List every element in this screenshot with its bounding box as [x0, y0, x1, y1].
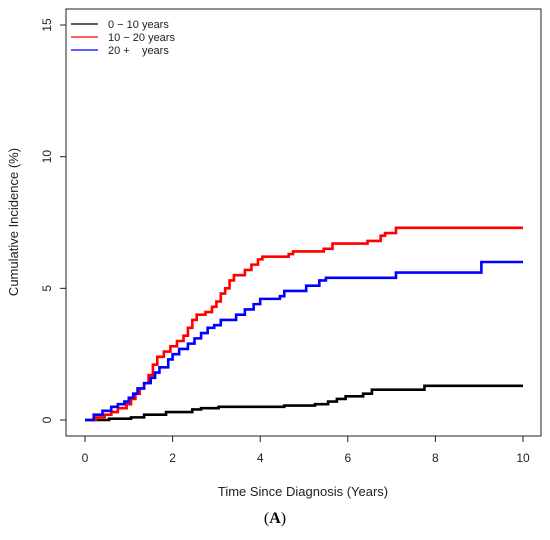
x-axis: 0 2 4 6 8 10 — [82, 435, 530, 465]
series-line-0 — [85, 384, 523, 422]
legend-label: 10 − 20 years — [108, 32, 175, 44]
y-tick-label: 0 — [40, 416, 54, 423]
y-tick-label: 15 — [40, 18, 54, 32]
y-tick-label: 5 — [40, 285, 54, 292]
panel-label: (A) — [263, 510, 287, 527]
series-line-2 — [85, 260, 523, 422]
plot-frame — [65, 8, 542, 437]
x-tick-label: 6 — [344, 451, 351, 465]
legend-label: 20 + years — [108, 45, 169, 57]
x-axis-title: Time Since Diagnosis (Years) — [218, 484, 388, 499]
x-tick-label: 2 — [169, 451, 176, 465]
cumulative-incidence-chart: 0 5 10 15 0 2 4 6 8 10 Time Since Diagnosis (Yea… — [6, 8, 542, 499]
series-line-1 — [85, 226, 523, 422]
x-tick-label: 0 — [82, 451, 89, 465]
legend-label: 0 − 10 years — [108, 19, 169, 31]
series-layer — [85, 226, 523, 422]
x-tick-label: 8 — [432, 451, 439, 465]
panel-label-letter: A — [269, 510, 281, 527]
y-tick-label: 10 — [40, 150, 54, 164]
x-tick-label: 10 — [516, 451, 530, 465]
y-axis: 0 5 10 15 — [40, 18, 67, 423]
x-tick-label: 4 — [257, 451, 264, 465]
y-axis-title: Cumulative Incidence (%) — [6, 148, 21, 296]
